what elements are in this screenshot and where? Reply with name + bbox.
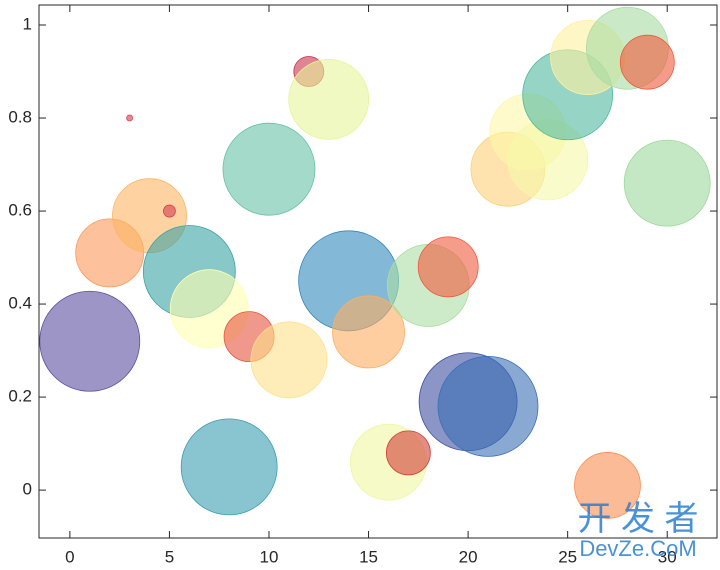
watermark: DevZe.CoM: [579, 536, 696, 561]
x-tick-label: 10: [260, 547, 279, 566]
x-tick-label: 25: [558, 547, 577, 566]
bubble: [288, 59, 370, 140]
x-tick-label: 5: [165, 547, 174, 566]
watermark: 开 发 者: [578, 500, 699, 538]
bubble: [623, 139, 711, 227]
y-tick-label: 0.6: [8, 201, 32, 220]
x-tick-label: 0: [65, 547, 74, 566]
x-tick-label: 30: [658, 547, 677, 566]
y-tick-label: 0.8: [8, 108, 32, 127]
bubble: [437, 355, 539, 457]
bubble: [417, 236, 479, 298]
y-tick-label: 0: [23, 480, 32, 499]
y-tick-label: 0.4: [8, 294, 32, 313]
x-tick-label: 20: [459, 547, 478, 566]
y-tick-label: 1: [23, 14, 32, 33]
bubble: [619, 34, 675, 90]
plot-frame: [38, 4, 718, 539]
bubble: [332, 295, 405, 369]
bubble: [385, 430, 431, 476]
bubble: [163, 204, 176, 218]
y-tick-label: 0.2: [8, 387, 32, 406]
bubble: [39, 290, 141, 392]
x-tick-label: 15: [359, 547, 378, 566]
bubble: [574, 452, 641, 519]
bubble: [222, 122, 316, 216]
bubble: [180, 418, 278, 516]
bubble: [250, 321, 328, 399]
bubble: [126, 114, 133, 122]
